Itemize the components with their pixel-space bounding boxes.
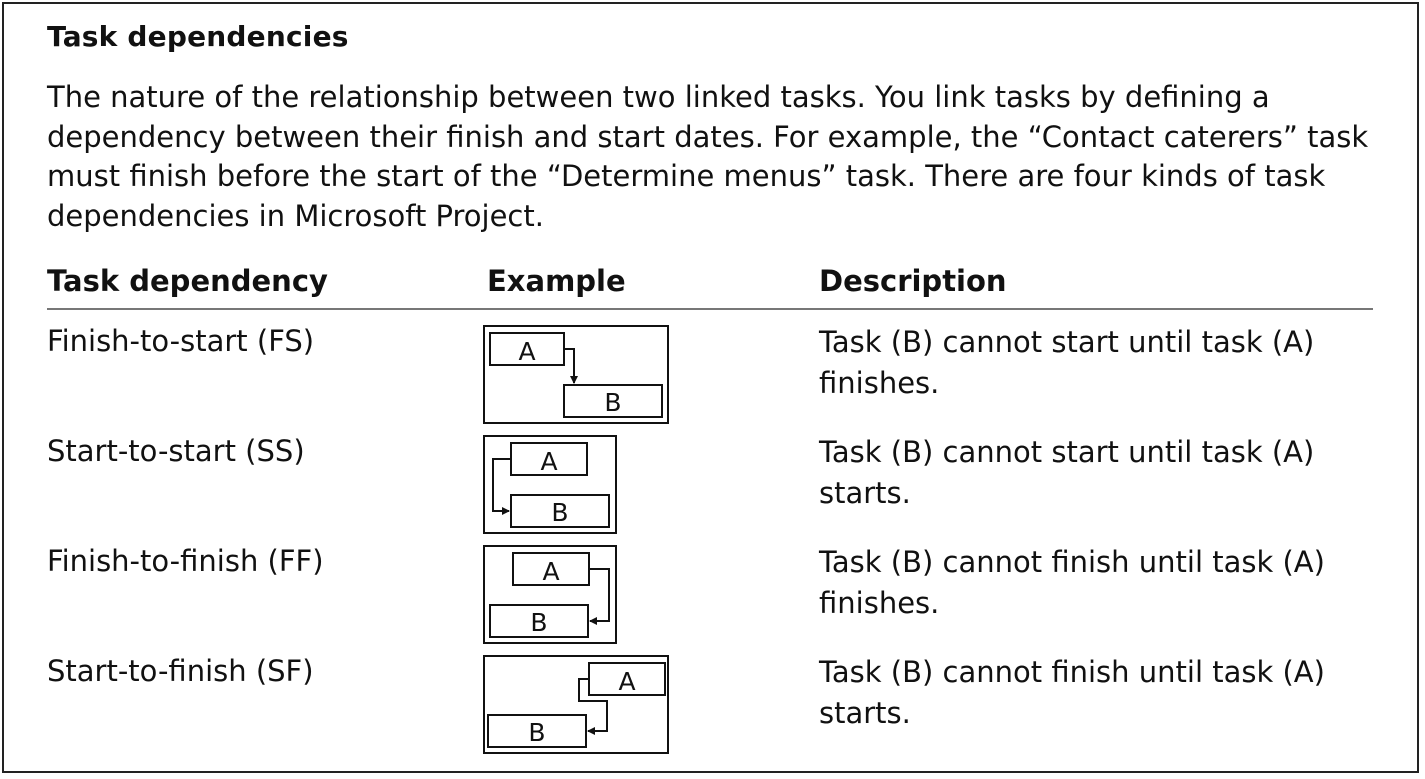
- task-b-label: B: [604, 388, 621, 417]
- task-a-label: A: [518, 337, 535, 366]
- header-task-dependency: Task dependency: [47, 264, 328, 298]
- example-diagram-sf: A B: [483, 655, 670, 755]
- dependency-name-sf: Start-to-finish (SF): [47, 654, 314, 688]
- dependency-description-ss: Task (B) cannot start until task (A) sta…: [819, 435, 1315, 510]
- dependency-name-ff: Finish-to-finish (FF): [47, 544, 324, 578]
- task-a-label: A: [540, 447, 557, 476]
- dependency-arrow: [492, 458, 511, 515]
- task-b-label: B: [528, 718, 545, 747]
- task-b-bar: [563, 384, 663, 418]
- task-a-label: A: [542, 557, 559, 586]
- example-diagram-ff: A B: [483, 545, 618, 645]
- dependency-description-fs: Task (B) cannot start until task (A) fin…: [819, 325, 1315, 400]
- example-diagram-fs: A B: [483, 325, 670, 425]
- intro-paragraph: The nature of the relationship between t…: [47, 80, 1369, 233]
- task-b-label: B: [551, 498, 568, 527]
- task-b-bar: [487, 714, 587, 748]
- header-divider: [47, 308, 1373, 310]
- dependency-arrow: [589, 568, 610, 625]
- task-b-label: B: [530, 608, 547, 637]
- example-diagram-ss: A B: [483, 435, 618, 535]
- dependency-arrow: [578, 678, 608, 735]
- dependency-name-fs: Finish-to-start (FS): [47, 324, 315, 358]
- task-b-bar: [489, 604, 589, 638]
- section-title: Task dependencies: [47, 20, 349, 53]
- header-example: Example: [487, 264, 626, 298]
- task-a-label: A: [618, 667, 635, 696]
- task-b-bar: [510, 494, 610, 528]
- dependency-arrow: [564, 348, 578, 384]
- dependency-description-ff: Task (B) cannot finish until task (A) fi…: [819, 545, 1325, 620]
- dependency-name-ss: Start-to-start (SS): [47, 434, 305, 468]
- dependency-description-sf: Task (B) cannot finish until task (A) st…: [819, 655, 1325, 730]
- header-description: Description: [819, 264, 1007, 298]
